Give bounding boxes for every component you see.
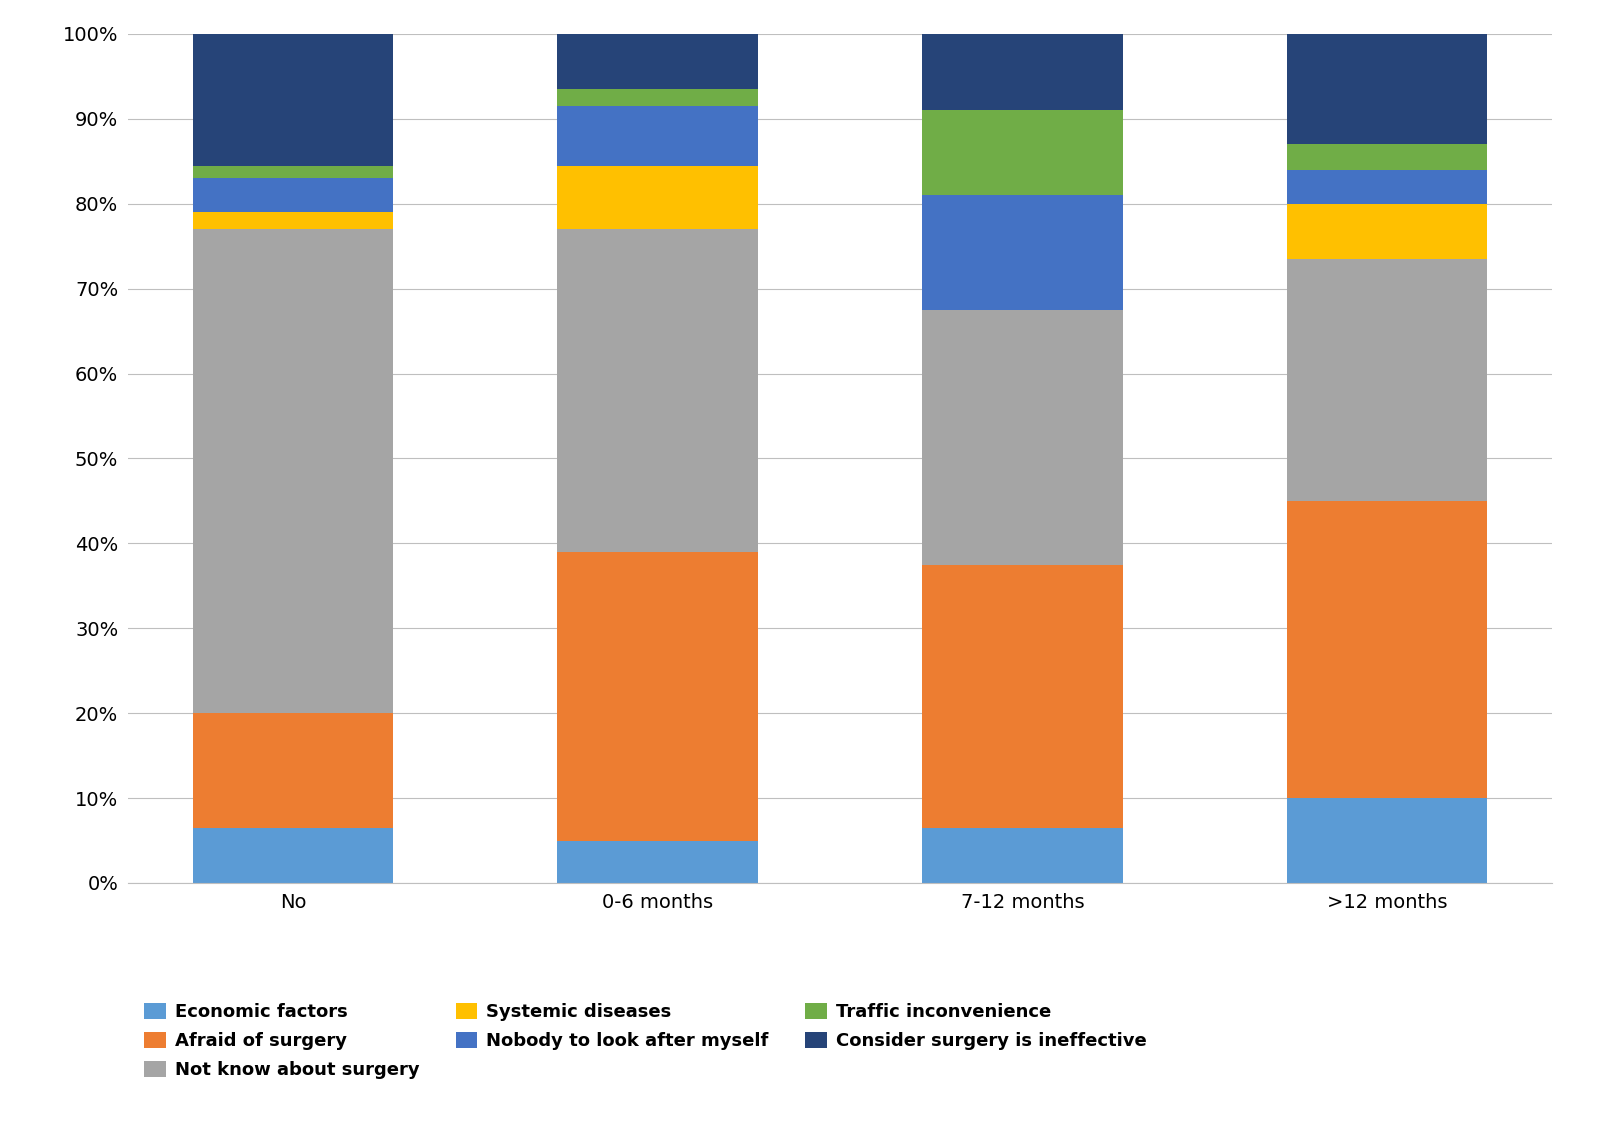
Bar (922, 827, 1123, 883)
Bar (192, 713, 394, 827)
Bar (1286, 798, 1488, 883)
Bar (192, 178, 394, 213)
Bar (557, 552, 758, 840)
Bar (922, 565, 1123, 827)
Bar (192, 213, 394, 229)
Bar (1286, 501, 1488, 798)
Bar (557, 840, 758, 883)
Bar (192, 34, 394, 165)
Bar (922, 34, 1123, 111)
Bar (1286, 145, 1488, 170)
Bar (192, 827, 394, 883)
Bar (1286, 34, 1488, 145)
Bar (557, 229, 758, 552)
Legend: Economic factors, Afraid of surgery, Not know about surgery, Systemic diseases, : Economic factors, Afraid of surgery, Not… (138, 995, 1154, 1087)
Bar (557, 34, 758, 89)
Bar (1286, 259, 1488, 501)
Bar (557, 165, 758, 229)
Bar (557, 106, 758, 165)
Bar (192, 165, 394, 178)
Bar (1286, 170, 1488, 204)
Bar (1286, 204, 1488, 259)
Bar (922, 195, 1123, 310)
Bar (922, 310, 1123, 565)
Bar (922, 111, 1123, 195)
Bar (192, 229, 394, 713)
Bar (557, 89, 758, 106)
